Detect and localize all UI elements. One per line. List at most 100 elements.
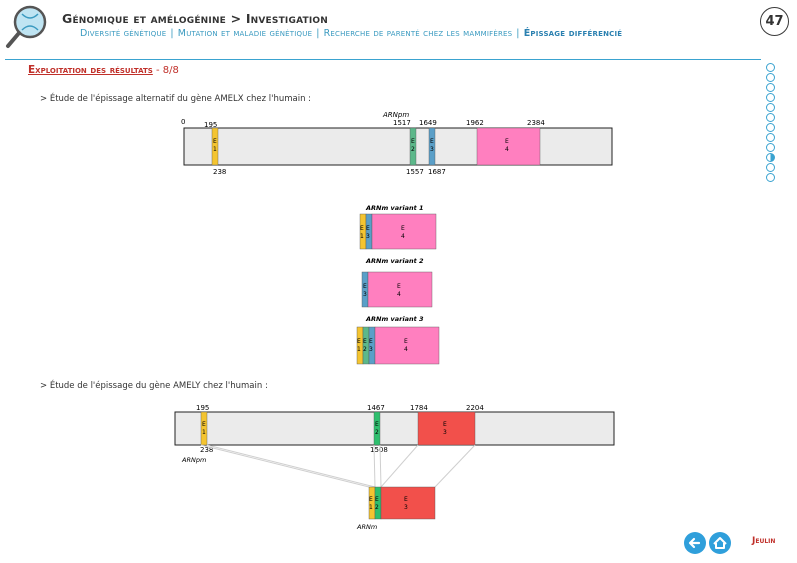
- svg-text:E: E: [430, 138, 434, 145]
- svg-text:2: 2: [375, 429, 379, 436]
- progress-dot[interactable]: [766, 113, 775, 122]
- amelx-premrna-label: ARNpm: [382, 111, 409, 119]
- svg-text:0: 0: [181, 118, 185, 126]
- amelx-exon-4: [476, 127, 541, 166]
- svg-text:1517: 1517: [393, 119, 411, 127]
- svg-text:2: 2: [411, 146, 415, 153]
- svg-text:E: E: [401, 225, 405, 232]
- svg-text:E: E: [375, 421, 379, 428]
- back-button[interactable]: [684, 532, 706, 554]
- svg-text:195: 195: [204, 121, 217, 129]
- page-number-badge: 47: [760, 7, 789, 36]
- svg-text:2384: 2384: [527, 119, 545, 127]
- amely-exon-2: [373, 411, 381, 446]
- svg-text:E: E: [375, 496, 379, 503]
- svg-text:3: 3: [369, 346, 373, 353]
- amely-intro: > Étude de l'épissage du gène AMELY chez…: [40, 381, 268, 391]
- amely-exon-3: [417, 411, 476, 446]
- svg-text:1467: 1467: [367, 404, 385, 412]
- svg-text:3: 3: [430, 146, 434, 153]
- svg-text:2: 2: [363, 346, 367, 353]
- svg-text:E: E: [363, 283, 367, 290]
- svg-text:E: E: [213, 138, 217, 145]
- svg-text:4: 4: [401, 233, 405, 240]
- progress-dot[interactable]: [766, 163, 775, 172]
- svg-text:1687: 1687: [428, 168, 446, 176]
- arrow-left-icon: [688, 537, 701, 549]
- nav-item-diversite[interactable]: Diversité génétique: [80, 28, 167, 39]
- progress-dot[interactable]: [766, 73, 775, 82]
- variant-1-label: ARNm variant 1: [365, 204, 423, 212]
- amely-premrna-label: ARNpm: [181, 456, 206, 464]
- progress-dot[interactable]: [766, 93, 775, 102]
- progress-dot[interactable]: [766, 83, 775, 92]
- svg-text:E: E: [369, 338, 373, 345]
- amely-premrna-bar: [174, 411, 615, 446]
- svg-text:195: 195: [196, 404, 209, 412]
- amely-mrna-label: ARNm: [356, 523, 377, 531]
- svg-text:238: 238: [200, 446, 213, 454]
- progress-dot[interactable]: [766, 123, 775, 132]
- amely-exon-1: [200, 411, 208, 446]
- svg-text:1557: 1557: [406, 168, 424, 176]
- svg-text:4: 4: [505, 146, 509, 153]
- nav-item-epissage[interactable]: Épissage différencié: [523, 28, 623, 39]
- svg-text:1: 1: [360, 233, 364, 240]
- svg-text:1: 1: [357, 346, 361, 353]
- svg-text:1: 1: [213, 146, 217, 153]
- svg-text:2204: 2204: [466, 404, 484, 412]
- progress-dot-current[interactable]: [766, 153, 775, 162]
- header-divider: [5, 59, 761, 60]
- progress-dot[interactable]: [766, 133, 775, 142]
- progress-dot[interactable]: [766, 173, 775, 182]
- svg-text:1: 1: [202, 429, 206, 436]
- home-icon: [713, 537, 727, 549]
- svg-text:3: 3: [366, 233, 370, 240]
- svg-text:E: E: [404, 496, 408, 503]
- page-title: Génomique et amélogénine > Investigation: [62, 11, 329, 26]
- svg-text:E: E: [397, 283, 401, 290]
- svg-text:2: 2: [375, 504, 379, 511]
- amelx-premrna-bar: [183, 127, 613, 166]
- progress-dot[interactable]: [766, 143, 775, 152]
- svg-text:E: E: [363, 338, 367, 345]
- svg-text:E: E: [404, 338, 408, 345]
- variant-3-label: ARNm variant 3: [365, 315, 424, 323]
- svg-text:1962: 1962: [466, 119, 484, 127]
- svg-text:E: E: [202, 421, 206, 428]
- svg-text:4: 4: [397, 291, 401, 298]
- svg-text:1649: 1649: [419, 119, 437, 127]
- svg-text:3: 3: [404, 504, 408, 511]
- svg-text:1784: 1784: [410, 404, 428, 412]
- svg-text:4: 4: [404, 346, 408, 353]
- svg-text:E: E: [411, 138, 415, 145]
- progress-dot[interactable]: [766, 103, 775, 112]
- svg-text:E: E: [357, 338, 361, 345]
- svg-text:238: 238: [213, 168, 226, 176]
- home-button[interactable]: [709, 532, 731, 554]
- amelx-exon-2: [409, 127, 417, 166]
- jeulin-logo[interactable]: Jeulin: [752, 536, 776, 546]
- svg-text:E: E: [443, 421, 447, 428]
- chapter-nav: Diversité génétique | Mutation et maladie …: [80, 28, 623, 39]
- amelx-exon-3: [428, 127, 436, 166]
- svg-text:E: E: [369, 496, 373, 503]
- variant-2-label: ARNm variant 2: [365, 257, 424, 265]
- progress-dot[interactable]: [766, 63, 775, 72]
- amelx-exon-1: [211, 127, 219, 166]
- svg-text:3: 3: [443, 429, 447, 436]
- svg-text:E: E: [360, 225, 364, 232]
- svg-text:E: E: [505, 138, 509, 145]
- nav-item-mutation[interactable]: Mutation et maladie génétique: [177, 28, 313, 39]
- svg-text:1508: 1508: [370, 446, 388, 454]
- nav-item-parente[interactable]: Recherche de parenté chez les mammifères: [323, 28, 513, 39]
- svg-text:1: 1: [369, 504, 373, 511]
- slide-progress: [766, 63, 776, 183]
- svg-text:E: E: [366, 225, 370, 232]
- section-heading: Exploitation des résultats - 8/8: [28, 64, 179, 76]
- svg-text:3: 3: [363, 291, 367, 298]
- magnifier-dna-logo: [6, 5, 47, 48]
- amelx-intro: > Étude de l'épissage alternatif du gène…: [40, 94, 312, 104]
